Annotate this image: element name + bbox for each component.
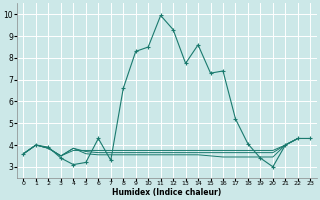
X-axis label: Humidex (Indice chaleur): Humidex (Indice chaleur) bbox=[112, 188, 221, 197]
